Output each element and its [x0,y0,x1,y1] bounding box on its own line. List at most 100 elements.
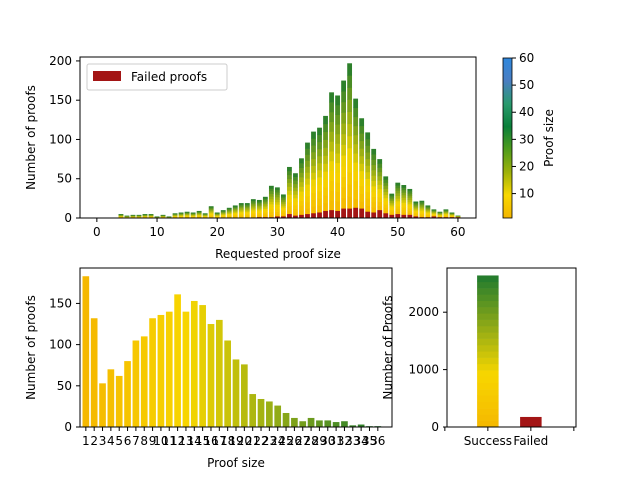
bar-success-segment [401,192,407,196]
bar-success-segment [341,165,346,177]
bar-success-segment [238,210,244,213]
bar-success-segment [377,201,383,207]
bar [182,311,190,427]
bar-failed [317,212,322,218]
bar-success-segment [371,175,377,181]
bar-success-segment [365,132,371,140]
bar-success-segment [341,187,346,199]
bar-success-segment [477,376,499,384]
x-tick-label: 1 [82,434,90,448]
bar-success-segment [317,148,322,157]
bar-failed [323,210,328,218]
bar-success-segment [214,215,220,217]
bar-success-segment [389,198,395,202]
bar-success-segment [196,213,202,215]
bar-success-segment [136,214,142,216]
bar-success-segment [383,194,389,199]
x-tick-label: 16 [203,434,218,448]
bar-success-segment [202,214,208,215]
bar-success-segment [268,196,274,200]
bar-success-segment [202,213,208,214]
x-tick-label: 22 [253,434,268,448]
bar-success-segment [371,164,377,171]
bar-success-segment [425,205,431,207]
bar-success-segment [359,193,365,202]
bar-success-segment [232,208,238,210]
bar-success-segment [256,207,262,209]
bar-success-segment [226,208,232,210]
bar-success-segment [178,216,184,217]
bar-success-segment [238,208,244,210]
bar-failed [281,216,286,218]
bar-success-segment [413,210,419,212]
bar-success-segment [268,185,274,189]
bar-success-segment [208,209,214,211]
bar-success-segment [477,294,499,302]
bar-success-segment [250,203,256,206]
bar [266,401,273,427]
bar-success-segment [305,202,310,209]
bar-success-segment [250,200,256,203]
bar-success-segment [190,215,196,217]
bar-success-segment [293,194,298,199]
bar-success-segment [401,202,407,206]
bar [349,425,357,427]
bar-success-segment [184,213,190,215]
bar [357,424,365,427]
x-tick-label: 20 [237,434,252,448]
bar-success-segment [250,211,256,214]
bar-success-segment [214,217,220,218]
bar-success-segment [317,127,322,136]
y-axis-label: Number of proofs [24,295,38,400]
bar-success-segment [425,213,431,215]
bar-success-segment [208,208,214,210]
bar-success-segment [335,95,340,106]
bar-failed [377,210,383,218]
bar-success-segment [196,216,202,218]
bar-success-segment [305,190,310,197]
bar-success-segment [220,214,226,216]
bar-success-segment [401,209,407,213]
bar-success-segment [317,198,322,206]
bar-success-segment [287,198,292,203]
bar-success-segment [220,212,226,214]
bar-success-segment [148,216,154,218]
bar-success-segment [353,98,359,109]
bar-success-segment [196,216,202,218]
bar [274,405,282,427]
bar-success-segment [287,178,292,183]
bar-success-segment [208,207,214,209]
bar-success-segment [214,215,220,217]
bar-success-segment [142,214,148,216]
bar-success-segment [238,214,244,216]
bar-success-segment [335,191,340,202]
bar-success-segment [449,215,455,217]
bar-success-segment [425,215,431,217]
bar-success-segment [407,188,413,192]
bar-success-segment [190,216,196,218]
y-tick-label: 2000 [408,305,439,319]
bar-success-segment [293,205,298,209]
bar-success-segment [477,395,499,403]
y-tick-label: 100 [49,338,72,352]
bar-success-segment [359,133,365,142]
outcome-chart: Success Failed 0 1000 2000 Number of Proofs [381,267,577,448]
bar-success-segment [359,170,365,179]
bar-success-segment [305,196,310,203]
x-tick-label: 25 [278,434,293,448]
bar [149,318,156,427]
bar-success-segment [220,211,226,213]
bar-failed [401,214,407,218]
bar-success-segment [244,210,250,213]
bar-success-segment [178,215,184,217]
bar-success-segment [365,191,371,199]
bar-success-segment [413,202,419,205]
bar-success-segment [160,214,166,216]
bar-success-segment [401,185,407,188]
bar-success-segment [118,215,124,217]
bar-success-segment [335,143,340,154]
bar-success-segment [353,135,359,145]
bar-success-segment [268,211,274,215]
bar-failed [311,213,316,218]
bar-success-segment [329,151,334,162]
